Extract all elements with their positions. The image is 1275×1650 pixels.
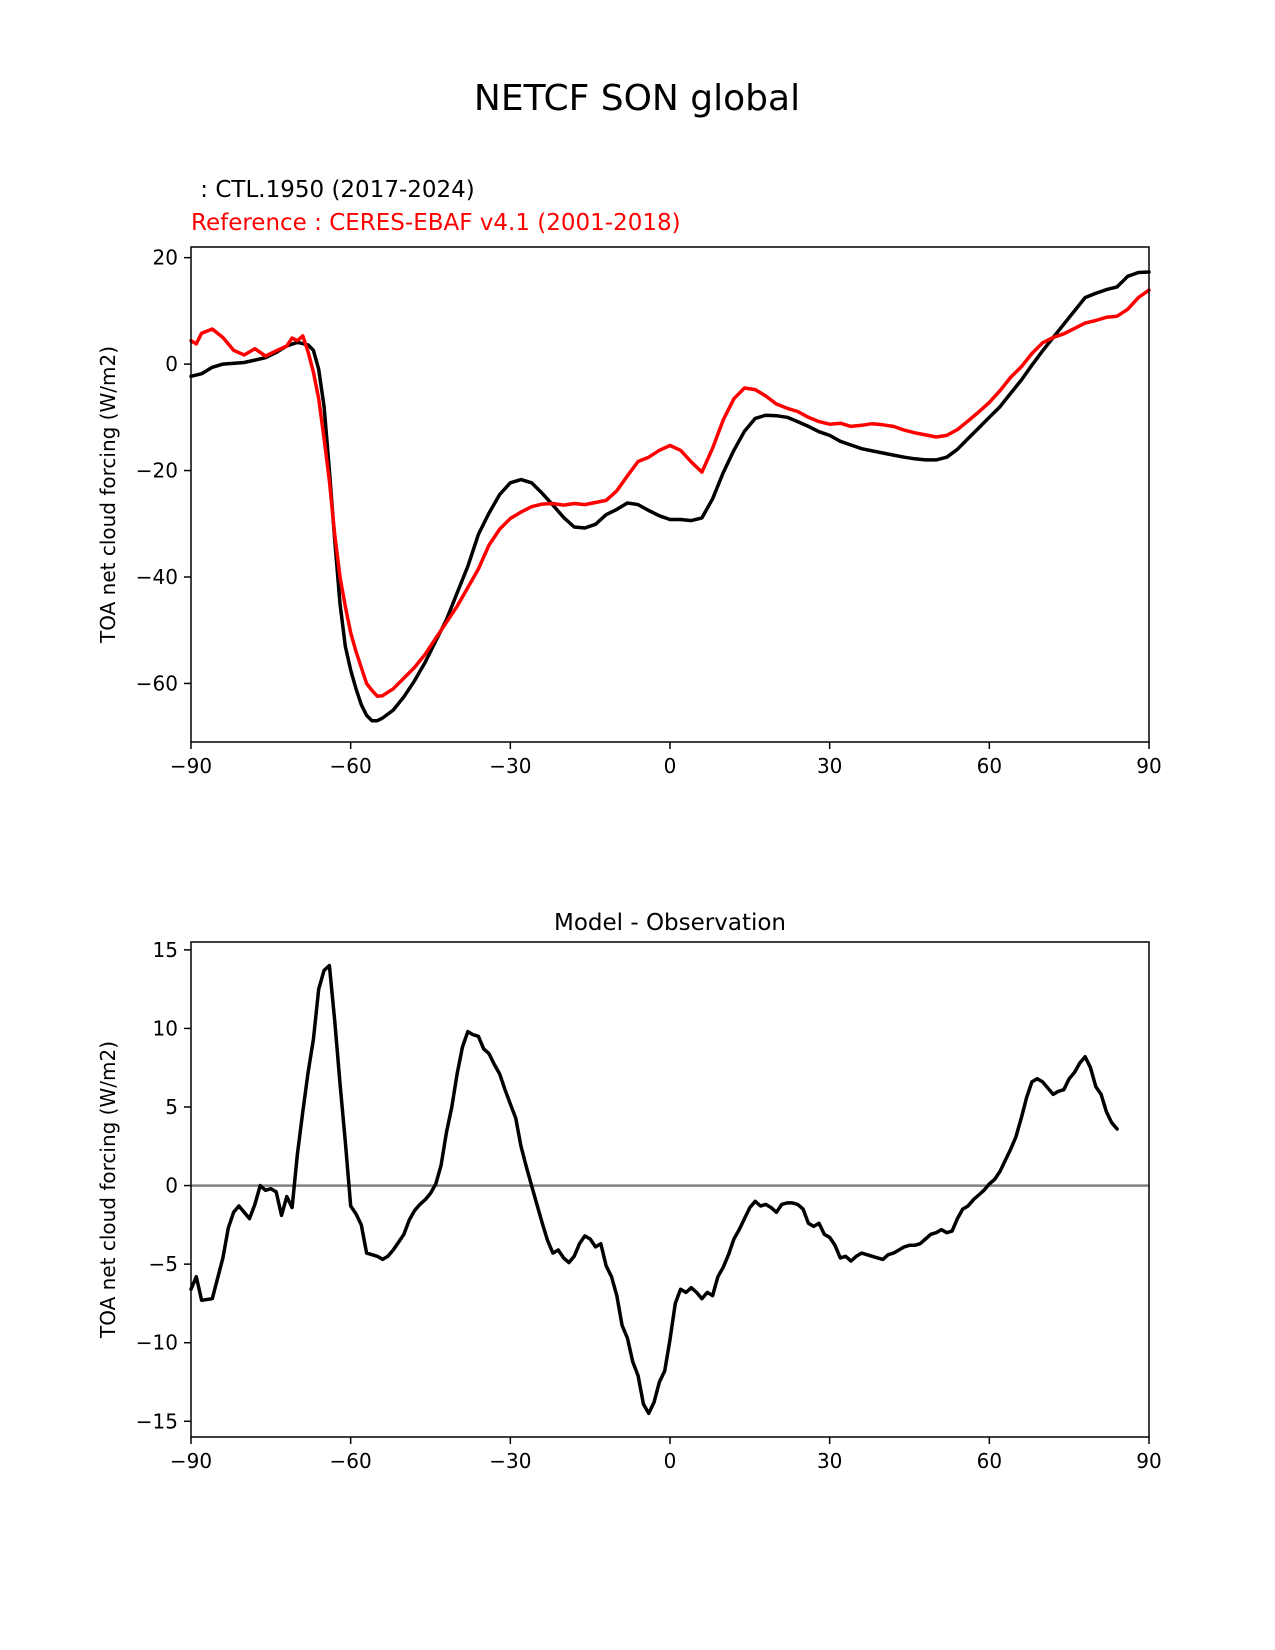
top-x-tick-label: −90 — [170, 754, 212, 778]
top-y-tick-label: −20 — [136, 459, 178, 483]
top-y-tick-label: −60 — [136, 671, 178, 695]
top-x-tick-label: −60 — [330, 754, 372, 778]
top-y-tick-label: −40 — [136, 565, 178, 589]
bottom-x-tick-label: 30 — [817, 1449, 842, 1473]
top-x-tick-label: 60 — [977, 754, 1002, 778]
top-x-tick-label: −30 — [489, 754, 531, 778]
top-panel: −90 −60 −30 0 30 60 90 −60 −40 −20 0 20 TOA net clou… — [96, 246, 1162, 778]
reference-label: Reference : CERES-EBAF v4.1 (2001-2018) — [191, 210, 681, 236]
top-x-tick-label: 0 — [664, 754, 677, 778]
bottom-y-tick-label: −15 — [136, 1409, 178, 1433]
top-y-tick-label: 20 — [153, 246, 178, 270]
bottom-y-tick-label: 10 — [153, 1016, 178, 1040]
top-series-line-ceres-ebaf-v4-1 — [189, 288, 1151, 698]
bottom-y-tick-label: −10 — [136, 1331, 178, 1355]
model-label: : CTL.1950 (2017-2024) — [193, 177, 475, 203]
bottom-x-tick-label: −90 — [170, 1449, 212, 1473]
bottom-panel-title: Model - Observation — [554, 910, 786, 936]
bottom-y-axis-label: TOA net cloud forcing (W/m2) — [96, 1041, 120, 1339]
bottom-y-tick-label: −5 — [149, 1252, 178, 1276]
bottom-x-tick-label: 0 — [664, 1449, 677, 1473]
bottom-x-tick-label: −60 — [330, 1449, 372, 1473]
top-y-axis-label: TOA net cloud forcing (W/m2) — [96, 346, 120, 644]
top-series-line-ctl-1950 — [189, 270, 1151, 723]
top-x-tick-label: 90 — [1136, 754, 1161, 778]
bottom-x-tick-label: 90 — [1136, 1449, 1161, 1473]
bottom-x-tick-label: −30 — [489, 1449, 531, 1473]
bottom-panel: Model - Observation −90 −60 −30 0 30 60 90 −15 −1… — [96, 910, 1162, 1473]
top-x-tick-label: 30 — [817, 754, 842, 778]
top-axes-frame — [190, 246, 1150, 743]
figure-title: NETCF SON global — [474, 78, 800, 119]
bottom-y-tick-label: 15 — [153, 938, 178, 962]
bottom-y-tick-label: 5 — [165, 1095, 178, 1119]
top-y-tick-label: 0 — [165, 352, 178, 376]
bottom-series-line-difference — [189, 963, 1119, 1416]
bottom-y-tick-label: 0 — [165, 1174, 178, 1198]
bottom-x-tick-label: 60 — [977, 1449, 1002, 1473]
